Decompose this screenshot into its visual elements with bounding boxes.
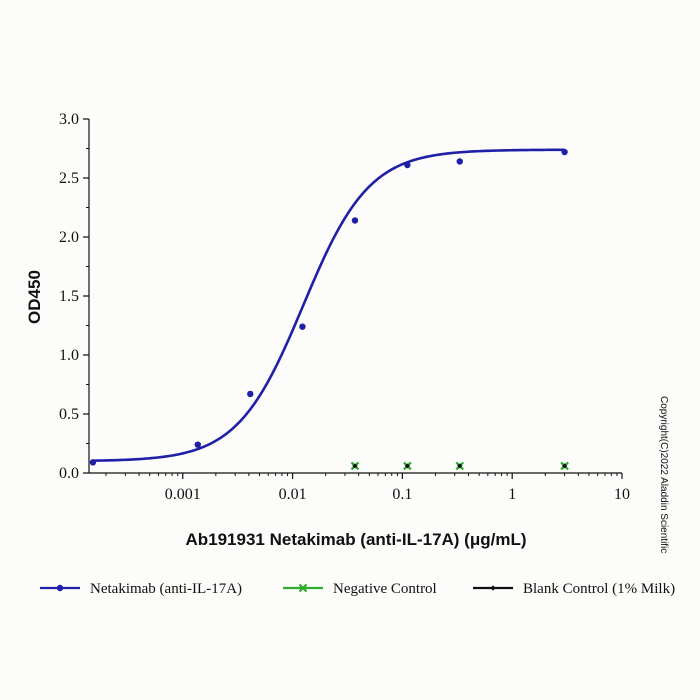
x-tick-label: 0.1 [392, 486, 412, 503]
y-axis-title: OD450 [25, 270, 44, 324]
legend-marker [490, 585, 496, 591]
x-tick-label: 10 [614, 486, 630, 503]
data-point-blank-control-1-milk [561, 463, 568, 469]
plot-area [89, 148, 569, 471]
data-point-blank-control-1-milk [404, 463, 410, 469]
data-point-netakimab-anti-il-17a [561, 148, 568, 156]
x-axis-title: Ab191931 Netakimab (anti-IL-17A) (μg/mL) [185, 530, 526, 549]
data-point-netakimab-anti-il-17a [456, 158, 463, 165]
data-point-netakimab-anti-il-17a [299, 323, 306, 330]
legend: Netakimab (anti-IL-17A) Negative Control B… [40, 581, 675, 597]
legend-marker [56, 584, 64, 592]
y-tick-label: 0.5 [59, 406, 79, 423]
data-point-netakimab-anti-il-17a [351, 217, 359, 224]
copyright-annotation: Copyright(C)2022 Aladdin Scientific [658, 396, 669, 553]
y-tick-label: 0.0 [59, 465, 79, 482]
x-tick-label: 0.001 [165, 486, 201, 503]
data-point-blank-control-1-milk [352, 463, 358, 469]
data-point-blank-control-1-milk [457, 463, 463, 469]
legend-label: Blank Control (1% Milk) [523, 581, 675, 597]
y-tick-label: 2.5 [59, 170, 79, 187]
axes: 0.0 0.5 1.0 1.5 2.0 2.5 3.0 0.001 0.01 0.1 1 10 [59, 111, 630, 503]
data-point-netakimab-anti-il-17a [404, 161, 411, 169]
data-point-netakimab-anti-il-17a [247, 390, 254, 398]
y-tick-label: 2.0 [59, 229, 79, 246]
legend-label: Netakimab (anti-IL-17A) [90, 581, 242, 597]
fit-curve-netakimab [92, 148, 565, 462]
data-point-netakimab-anti-il-17a [194, 441, 201, 448]
x-tick-label: 1 [508, 486, 516, 503]
x-tick-label: 0.01 [279, 486, 307, 503]
legend-marker [298, 583, 308, 593]
data-point-netakimab-anti-il-17a [89, 459, 97, 466]
y-tick-label: 3.0 [59, 111, 79, 128]
legend-label: Negative Control [333, 581, 437, 597]
y-tick-label: 1.0 [59, 347, 79, 364]
y-tick-label: 1.5 [59, 288, 79, 305]
